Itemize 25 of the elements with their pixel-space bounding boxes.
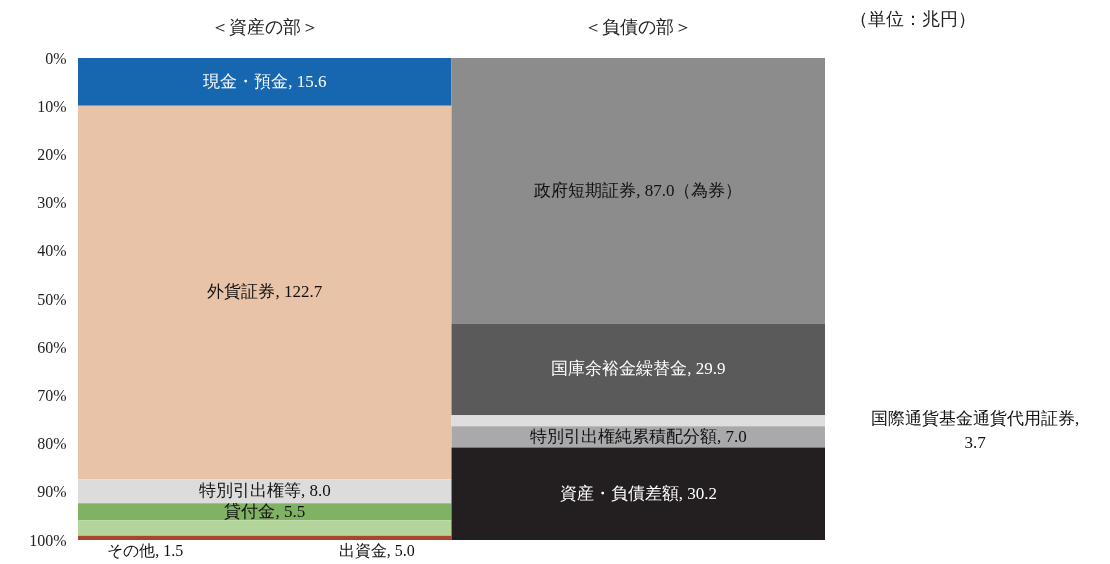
y-tick-label: 90% (37, 483, 67, 501)
text: （単位：兆円） (850, 9, 976, 29)
x-tick-label: ＜資産の部＞ (210, 16, 319, 37)
annotation: 国庫余裕金繰替金, 29.9 (551, 359, 726, 379)
y-tick-label: 60% (37, 338, 67, 356)
y-tick-label: 70% (37, 386, 67, 404)
annotation: 貸付金, 5.5 (224, 501, 306, 521)
y-tick-label: 40% (37, 242, 67, 260)
y-tick-label: 100% (29, 531, 67, 549)
y-tick-label: 50% (37, 290, 67, 308)
annotation: 特別引出権等, 8.0 (198, 481, 331, 501)
y-tick-label: 80% (37, 435, 67, 453)
annotation: 外貨証券, 122.7 (207, 282, 323, 302)
y-tick-label: 20% (37, 145, 67, 163)
text: 国際通貨基金通貨代用証券, 3.7 (870, 408, 1080, 452)
y-tick-label: 30% (37, 194, 67, 212)
annotation: 政府短期証券, 87.0（為券） (534, 180, 743, 200)
text: その他, 1.5 (107, 542, 184, 559)
annotation: 現金・預金, 15.6 (203, 71, 327, 91)
y-tick-label: 0% (45, 49, 67, 67)
x-tick-label: ＜負債の部＞ (584, 16, 693, 37)
y-tick-label: 10% (37, 97, 67, 115)
annotation: 特別引出権純累積配分額, 7.0 (529, 426, 747, 446)
annotation: 資産・負債差額, 30.2 (559, 483, 717, 503)
text: 出資金, 5.0 (338, 542, 415, 559)
